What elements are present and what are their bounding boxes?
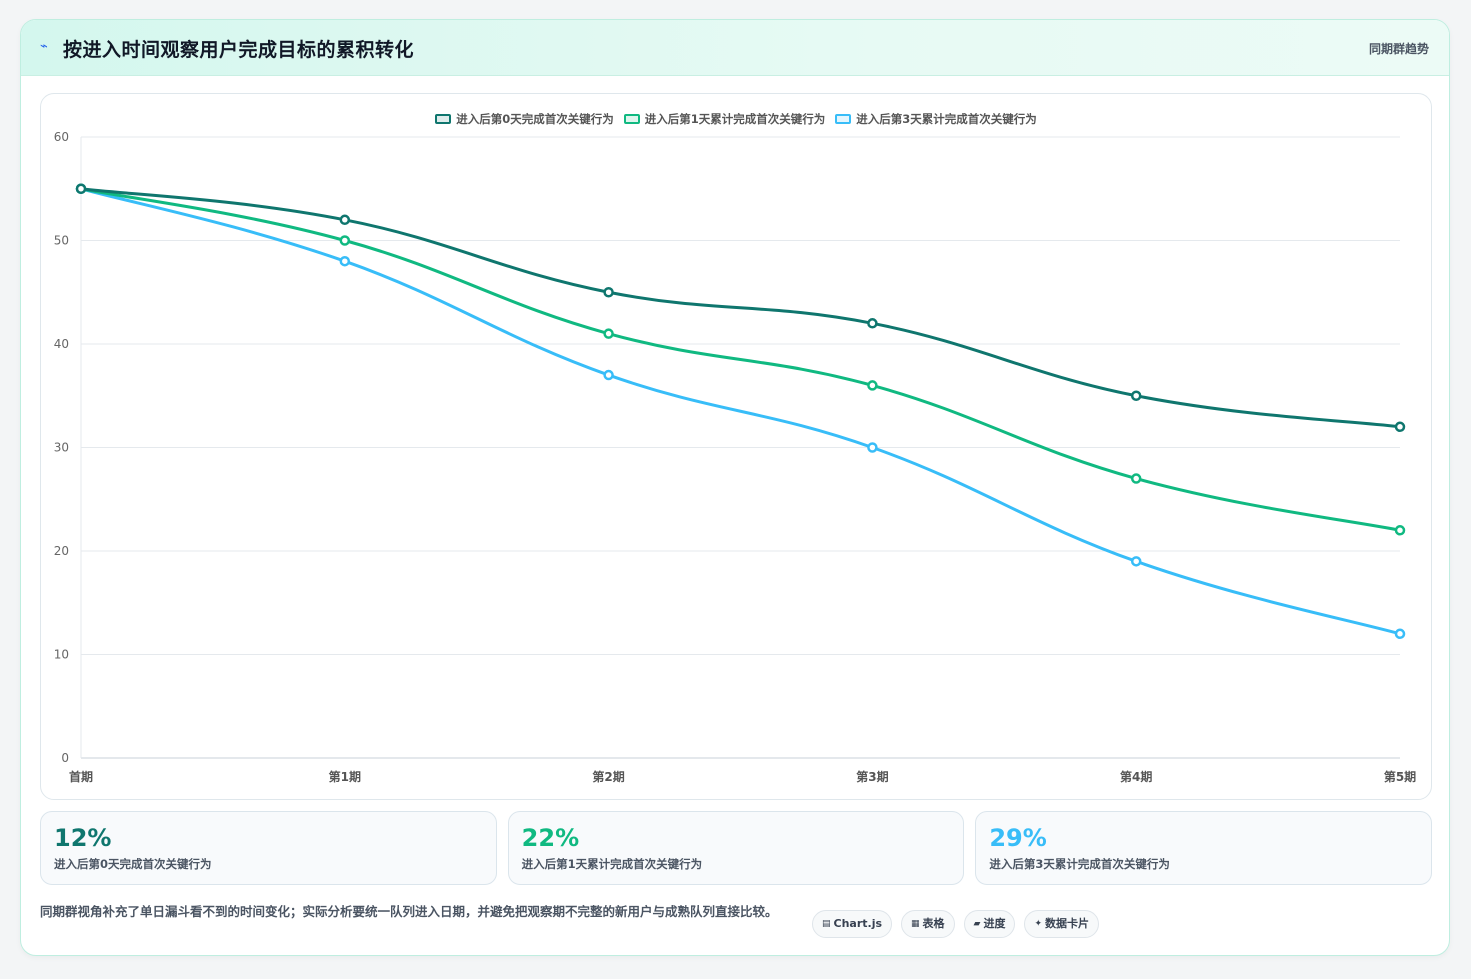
stat-label: 进入后第3天累计完成首次关键行为 xyxy=(989,857,1170,871)
footnote: 同期群视角补充了单日漏斗看不到的时间变化；实际分析要统一队列进入日期，并避免把观… xyxy=(40,904,778,919)
data-point xyxy=(1394,628,1406,640)
badge-label: 进度 xyxy=(983,917,1006,930)
legend-swatch xyxy=(835,114,852,124)
badge-label: 表格 xyxy=(922,917,945,930)
x-tick-label: 第2期 xyxy=(592,769,624,784)
legend-label: 进入后第3天累计完成首次关键行为 xyxy=(856,112,1037,126)
header-tag: 同期群趋势 xyxy=(1368,42,1429,56)
progress-icon: ▰ xyxy=(973,919,981,929)
data-point xyxy=(867,380,878,391)
stat-card-0: 12% 进入后第0天完成首次关键行为 xyxy=(40,811,497,885)
x-tick-label: 第4期 xyxy=(1120,769,1152,784)
data-point xyxy=(1130,390,1142,401)
legend-item-series-1[interactable]: 进入后第1天累计完成首次关键行为 xyxy=(623,111,826,127)
legend-swatch xyxy=(623,114,640,124)
table-icon: ▦ xyxy=(911,919,920,929)
stat-card-1: 22% 进入后第1天累计完成首次关键行为 xyxy=(507,811,965,885)
stat-value: 22% xyxy=(521,824,580,852)
stat-card-2: 29% 进入后第3天累计完成首次关键行为 xyxy=(975,811,1433,885)
x-tick-label: 第5期 xyxy=(1384,769,1416,784)
data-point xyxy=(339,255,351,267)
legend-label: 进入后第0天完成首次关键行为 xyxy=(456,112,614,126)
legend-item-series-2[interactable]: 进入后第3天累计完成首次关键行为 xyxy=(835,111,1037,127)
line-chart: 0 10 20 30 40 50 60 首期 第1期 第2期 第3期 第4期 第5期 xyxy=(54,130,1416,784)
legend-item-series-0[interactable]: 进入后第0天完成首次关键行为 xyxy=(435,111,614,127)
card-header: ⌁ 按进入时间观察用户完成目标的累积转化 同期群趋势 xyxy=(21,20,1449,76)
data-point xyxy=(1394,421,1406,433)
page-title: 按进入时间观察用户完成目标的累积转化 xyxy=(63,39,415,61)
series-line-0 xyxy=(79,187,1402,429)
x-tick-label: 第1期 xyxy=(329,769,361,784)
data-point xyxy=(339,214,351,226)
chart-card: ⌁ 按进入时间观察用户完成目标的累积转化 同期群趋势 进入后第0天完成首次关键行… xyxy=(20,19,1450,956)
y-tick-label: 40 xyxy=(54,337,69,351)
data-point xyxy=(603,287,614,298)
chart-panel xyxy=(40,93,1432,800)
badge-progress: ▰ 进度 xyxy=(963,910,1016,938)
data-point xyxy=(339,235,351,246)
data-point xyxy=(75,183,87,194)
y-tick-label: 60 xyxy=(54,130,69,144)
trend-icon: ⌁ xyxy=(40,39,48,54)
tech-badges: ▤ Chart.js ▦ 表格 ▰ 进度 ✦ 数据卡片 xyxy=(812,910,1100,938)
x-tick-label: 首期 xyxy=(69,769,93,784)
data-point xyxy=(603,369,614,381)
y-tick-label: 20 xyxy=(54,544,69,558)
data-point xyxy=(1130,473,1142,484)
chart-legend: 进入后第0天完成首次关键行为 进入后第1天累计完成首次关键行为 进入后第3天累计… xyxy=(21,111,1449,127)
data-point xyxy=(1130,556,1142,567)
data-point xyxy=(867,318,878,329)
stat-label: 进入后第0天完成首次关键行为 xyxy=(54,857,212,871)
series-line-2 xyxy=(79,187,1402,636)
badge-table: ▦ 表格 xyxy=(901,910,955,938)
data-point xyxy=(867,442,878,453)
legend-label: 进入后第1天累计完成首次关键行为 xyxy=(644,112,826,126)
legend-swatch xyxy=(435,114,452,124)
data-point xyxy=(1394,525,1406,536)
chart-icon: ▤ xyxy=(822,919,831,929)
series-line-1 xyxy=(79,187,1402,532)
badge-label: Chart.js xyxy=(833,917,883,930)
y-tick-label: 50 xyxy=(54,234,69,248)
stat-label: 进入后第1天累计完成首次关键行为 xyxy=(521,857,703,871)
badge-chartjs: ▤ Chart.js xyxy=(812,910,893,938)
y-tick-label: 30 xyxy=(54,441,69,455)
x-tick-label: 第3期 xyxy=(856,769,888,784)
badge-data-card: ✦ 数据卡片 xyxy=(1024,910,1100,938)
y-tick-label: 10 xyxy=(54,648,69,662)
stat-cards: 12% 进入后第0天完成首次关键行为 22% 进入后第1天累计完成首次关键行为 … xyxy=(40,811,1433,885)
sparkle-icon: ✦ xyxy=(1034,919,1043,929)
y-tick-label: 0 xyxy=(61,751,69,765)
data-point xyxy=(603,328,614,339)
stat-value: 12% xyxy=(54,824,112,852)
badge-label: 数据卡片 xyxy=(1045,917,1090,930)
stat-value: 29% xyxy=(989,824,1047,852)
